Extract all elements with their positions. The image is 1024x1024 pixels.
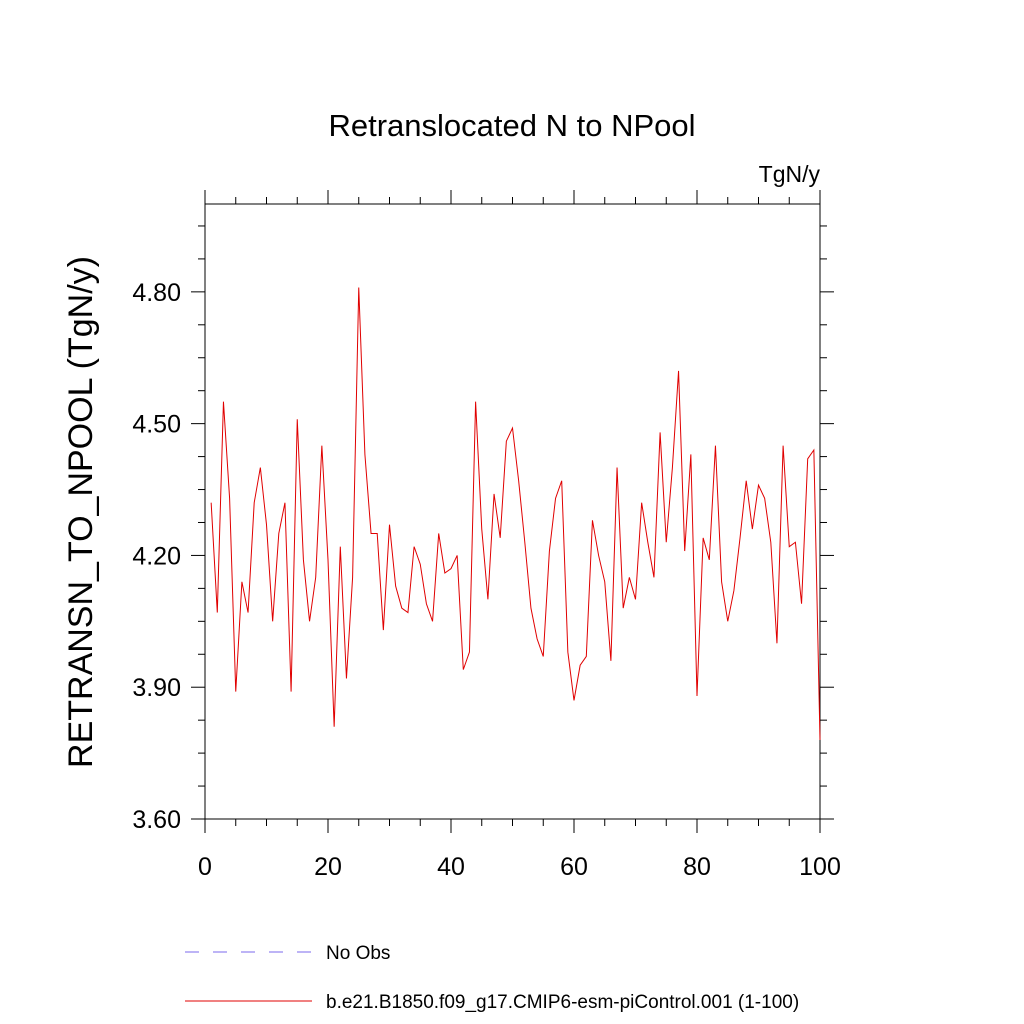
x-tick-labels: 0 20 40 60 80 100 [198,853,841,881]
x-tick-label: 80 [683,853,711,881]
units-label: TgN/y [759,161,821,187]
y-tick-label: 4.20 [132,542,181,570]
y-tick-label: 3.90 [132,674,181,702]
series-line [210,287,821,740]
x-tick-label: 60 [560,853,588,881]
legend-label-model-run: b.e21.B1850.f09_g17.CMIP6-esm-piControl.… [326,992,799,1013]
y-tick-labels: 3.60 3.90 4.20 4.50 4.80 [132,279,181,834]
y-tick-label: 4.80 [132,279,181,307]
y-tick-label: 4.50 [132,411,181,439]
y-tick-label: 3.60 [132,806,181,834]
x-tick-label: 20 [314,853,342,881]
y-axis-label: RETRANSN_TO_NPOOL (TgN/y) [62,256,100,768]
x-tick-label: 40 [437,853,465,881]
legend-label-no-obs: No Obs [326,943,390,964]
x-tick-label: 0 [198,853,212,881]
legend: No Obs b.e21.B1850.f09_g17.CMIP6-esm-piC… [185,943,799,1013]
data-series [210,287,821,740]
chart-title: Retranslocated N to NPool [328,108,695,143]
x-tick-label: 100 [799,853,841,881]
axis-ticks [191,190,834,833]
plot-frame [204,203,821,820]
